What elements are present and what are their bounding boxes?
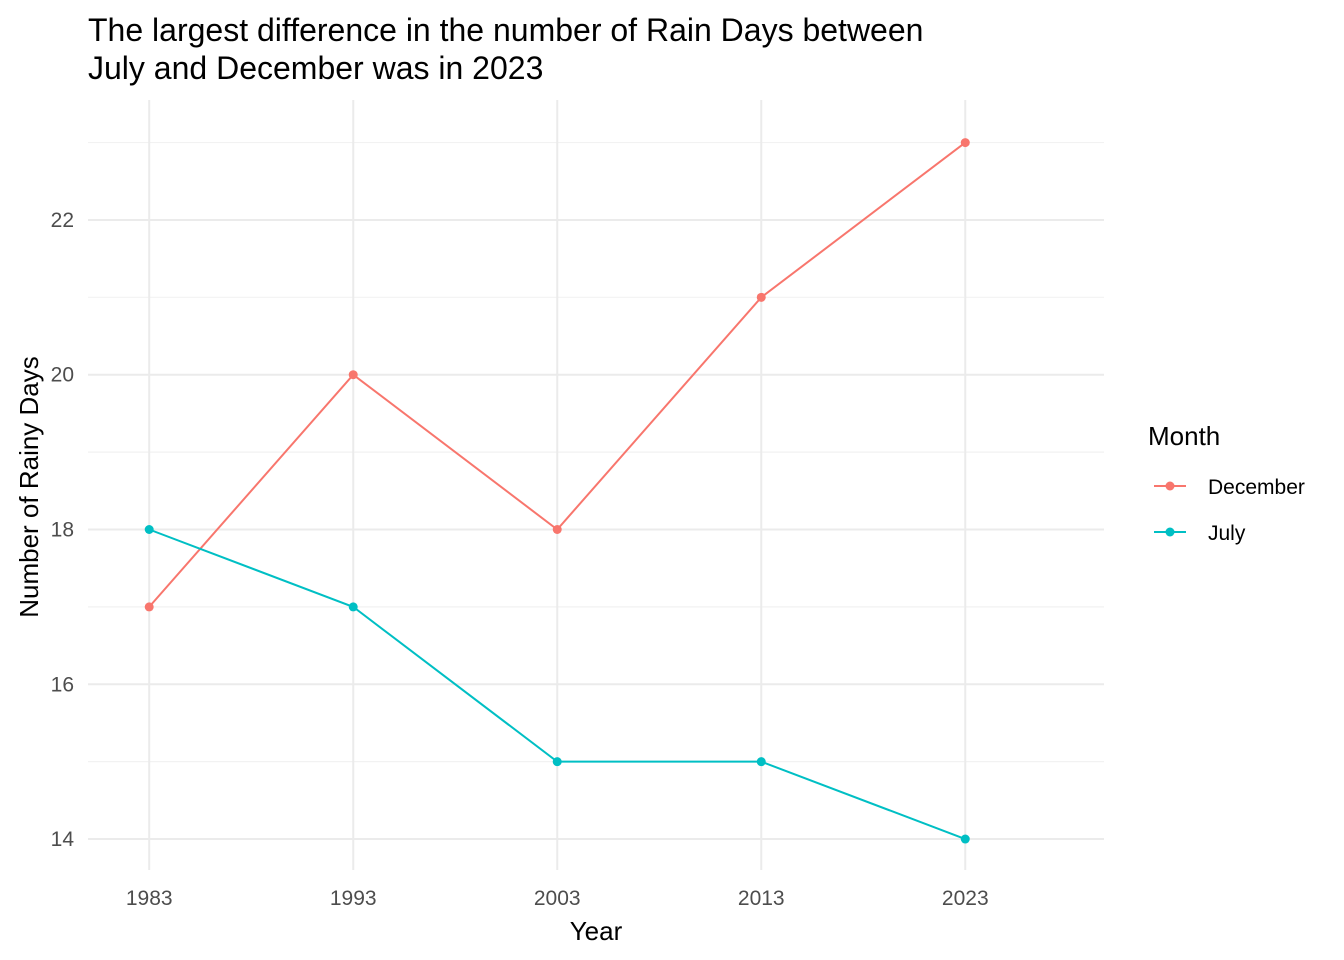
legend-title: Month [1148,421,1220,451]
data-point-december [960,138,970,148]
data-point-december [144,602,154,612]
y-tick-label: 18 [51,518,74,541]
y-tick-label: 22 [51,209,74,232]
legend-key-point-july [1165,527,1175,537]
data-point-december [348,370,358,380]
data-point-july [144,524,154,534]
x-axis-ticks: 1983 1993 2003 2013 2023 [126,887,989,910]
y-tick-label: 16 [51,673,74,696]
chart-title-line-1: The largest difference in the number of … [88,12,924,48]
data-point-july [552,757,562,767]
data-point-july [960,834,970,844]
chart-title-line-2: July and December was in 2023 [88,50,544,86]
legend: Month December July [1148,421,1305,545]
x-tick-label: 2003 [534,887,581,910]
minor-gridlines [88,141,1104,763]
series-layer [144,138,970,844]
data-point-july [756,757,766,767]
x-axis-title: Year [570,916,623,946]
y-axis-title: Number of Rainy Days [14,356,44,618]
x-tick-label: 2023 [942,887,989,910]
y-tick-label: 20 [51,364,74,387]
x-tick-label: 1983 [126,887,173,910]
major-gridlines [88,100,1104,870]
x-tick-label: 1993 [330,887,377,910]
legend-label-december: December [1208,476,1305,499]
legend-label-july: July [1208,522,1246,545]
x-tick-label: 2013 [738,887,785,910]
y-axis-ticks: 14 16 18 20 22 [51,209,75,851]
legend-key-point-december [1165,481,1175,491]
data-point-december [552,524,562,534]
data-point-december [756,292,766,302]
data-point-july [348,602,358,612]
y-tick-label: 14 [51,828,75,851]
